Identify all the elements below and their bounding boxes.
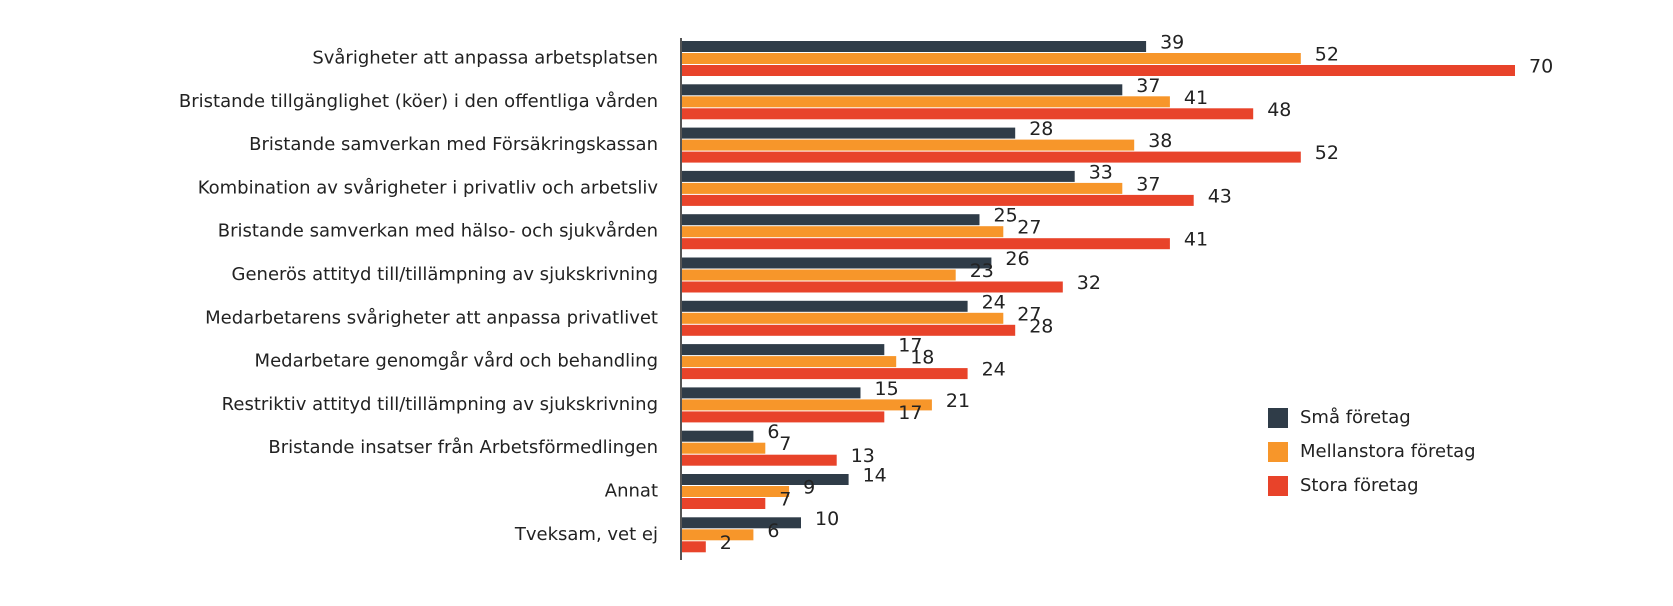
bar [682,96,1170,108]
legend-swatch [1268,408,1288,428]
bar [682,300,968,312]
value-label: 6 [767,520,779,542]
value-label: 48 [1267,99,1291,121]
value-label: 7 [779,433,791,455]
value-label: 32 [1077,272,1101,294]
category-label: Bristande samverkan med hälso- och sjukv… [218,221,658,242]
bar [682,442,766,454]
category-label: Bristande tillgänglighet (köer) i den of… [179,91,658,112]
bar [682,214,980,226]
value-label: 33 [1089,161,1113,183]
value-label: 41 [1184,87,1208,109]
category-label: Restriktiv attityd till/tillämpning av s… [222,394,658,415]
category-label: Bristande samverkan med Försäkringskassa… [249,134,658,155]
value-label: 37 [1136,75,1160,97]
bar [682,194,1194,206]
value-label: 24 [982,291,1006,313]
bar [682,498,766,509]
value-label: 13 [851,445,875,467]
bar [682,529,754,541]
value-label: 28 [1029,315,1053,337]
value-label: 2 [720,532,732,554]
category-label: Bristande insatser från Arbetsförmedling… [268,437,658,458]
value-label: 24 [982,359,1006,381]
category-label: Svårigheter att anpassa arbetsplatsen [312,48,658,69]
value-label: 14 [863,465,887,487]
value-label: 41 [1184,229,1208,251]
value-label: 39 [1160,32,1184,54]
value-label: 43 [1208,185,1232,207]
bar [682,411,885,423]
bar [682,399,932,411]
value-label: 70 [1529,56,1553,78]
value-label: 7 [779,489,791,511]
bar [682,65,1515,76]
bar [682,281,1063,293]
bar [682,41,1147,52]
legend-label: Mellanstora företag [1300,441,1476,462]
value-label: 18 [910,347,934,369]
bar [682,368,968,380]
value-label: 15 [875,378,899,400]
bar [682,486,790,497]
value-label: 17 [898,335,922,357]
value-label: 17 [898,402,922,424]
bar [682,182,1123,194]
value-label: 23 [970,260,994,282]
bar [682,324,1016,336]
bar [682,430,754,442]
bar [682,238,1170,250]
bar [682,356,897,368]
value-label: 52 [1315,142,1339,164]
bar [682,108,1254,120]
category-label: Annat [605,481,658,502]
value-label: 27 [1017,217,1041,239]
bar [682,53,1301,64]
bar [682,226,1004,238]
value-label: 26 [1005,248,1029,270]
value-label: 10 [815,508,839,530]
category-label: Medarbetarens svårigheter att anpassa pr… [205,307,658,328]
bar [682,170,1075,182]
value-label: 37 [1136,173,1160,195]
bar [682,257,992,269]
bar [682,139,1135,151]
bar [682,474,849,485]
bar [682,517,801,529]
value-label: 9 [803,477,815,499]
legend-swatch [1268,442,1288,462]
value-label: 52 [1315,44,1339,66]
bar [682,344,885,356]
value-label: 21 [946,390,970,412]
bar [682,312,1004,324]
bar [682,541,706,553]
category-label: Tveksam, vet ej [514,524,658,545]
legend-label: Små företag [1300,407,1411,428]
category-label: Medarbetare genomgår vård och behandling [255,351,658,372]
bar [682,84,1123,96]
category-label: Kombination av svårigheter i privatliv o… [198,177,659,198]
bar [682,387,861,399]
bar [682,454,837,466]
bar [682,151,1301,163]
legend-label: Stora företag [1300,475,1419,496]
bar [682,269,956,281]
bar [682,127,1016,139]
value-label: 38 [1148,130,1172,152]
value-label: 6 [767,421,779,443]
category-label: Generös attityd till/tillämpning av sjuk… [232,264,658,285]
value-label: 25 [994,205,1018,227]
legend-swatch [1268,476,1288,496]
value-label: 27 [1017,303,1041,325]
value-label: 28 [1029,118,1053,140]
